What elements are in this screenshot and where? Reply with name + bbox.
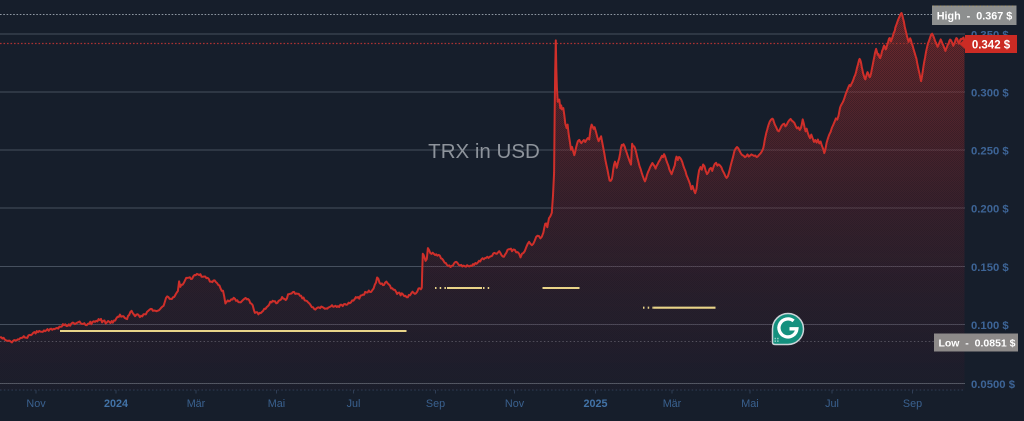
- svg-text:0.150 $: 0.150 $: [971, 262, 1009, 274]
- svg-text:Mär: Mär: [187, 398, 206, 410]
- svg-text:Low - 0.0851 $: Low - 0.0851 $: [938, 338, 1015, 350]
- svg-text:Mai: Mai: [741, 398, 758, 410]
- svg-text:0.0500 $: 0.0500 $: [971, 379, 1016, 391]
- svg-text:Mai: Mai: [268, 398, 285, 410]
- svg-text:Nov: Nov: [505, 398, 525, 410]
- svg-text:TRX in USD: TRX in USD: [428, 140, 540, 163]
- svg-text:0.200 $: 0.200 $: [971, 204, 1009, 216]
- svg-text:Jul: Jul: [347, 398, 361, 410]
- svg-text:0.300 $: 0.300 $: [971, 88, 1009, 100]
- svg-text:Nov: Nov: [26, 398, 46, 410]
- svg-text:Sep: Sep: [903, 398, 922, 410]
- svg-text:0.250 $: 0.250 $: [971, 146, 1009, 158]
- svg-text:0.100 $: 0.100 $: [971, 320, 1009, 332]
- svg-text:2025: 2025: [583, 398, 607, 410]
- svg-text:Mär: Mär: [663, 398, 682, 410]
- svg-text:Sep: Sep: [426, 398, 445, 410]
- svg-text:Jul: Jul: [825, 398, 839, 410]
- svg-text:2024: 2024: [104, 398, 128, 410]
- svg-text:High - 0.367 $: High - 0.367 $: [937, 10, 1013, 22]
- svg-text:0.342 $: 0.342 $: [972, 39, 1011, 51]
